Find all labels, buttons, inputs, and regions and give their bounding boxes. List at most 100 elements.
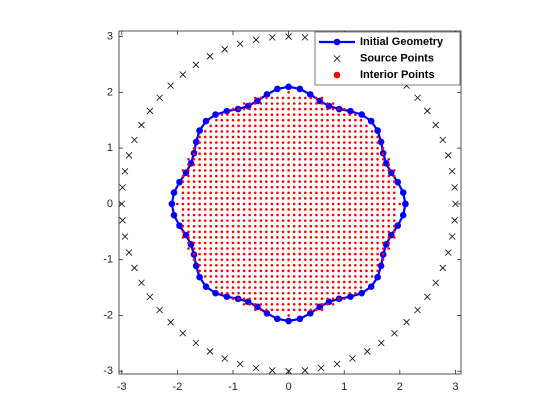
point: [253, 141, 257, 144]
point: [367, 117, 375, 125]
point: [215, 191, 218, 195]
point: [242, 263, 246, 267]
point: [292, 258, 296, 261]
point: [226, 135, 229, 139]
point: [276, 96, 279, 100]
point: [253, 213, 257, 217]
point: [276, 191, 279, 195]
point: [399, 211, 407, 219]
point: [315, 241, 318, 245]
point: [259, 302, 263, 306]
point: [337, 135, 340, 139]
point: [359, 286, 363, 289]
point: [259, 241, 263, 245]
point: [203, 185, 207, 189]
point: [348, 236, 352, 239]
point: [138, 279, 145, 287]
point: [206, 53, 214, 60]
point: [298, 252, 302, 256]
point: [292, 174, 296, 178]
point: [326, 280, 329, 284]
point: [292, 286, 296, 289]
point: [354, 230, 357, 234]
point: [231, 124, 235, 128]
point: [281, 107, 285, 111]
point: [370, 247, 374, 250]
point: [242, 185, 246, 189]
point: [192, 213, 196, 217]
point: [348, 241, 352, 245]
point: [337, 258, 340, 261]
point: [215, 241, 218, 245]
point: [202, 117, 210, 125]
point: [365, 197, 368, 200]
point: [138, 121, 145, 129]
point: [242, 297, 246, 301]
point: [326, 135, 329, 139]
point: [203, 241, 207, 245]
point: [292, 297, 296, 301]
point: [326, 124, 329, 128]
point: [303, 241, 307, 245]
point: [337, 107, 340, 111]
point: [348, 275, 352, 278]
point: [315, 191, 318, 195]
point: [354, 152, 357, 155]
point: [198, 213, 201, 217]
point: [348, 113, 352, 116]
point: [248, 202, 251, 206]
point: [348, 252, 352, 256]
point: [220, 163, 224, 167]
point: [301, 34, 309, 41]
point: [292, 191, 296, 195]
point: [381, 174, 385, 178]
point: [331, 286, 335, 289]
point: [292, 302, 296, 306]
point: [298, 113, 302, 116]
point: [203, 135, 207, 139]
point: [220, 236, 224, 239]
point: [444, 249, 452, 256]
point: [402, 200, 409, 208]
point: [292, 169, 296, 172]
point: [187, 208, 190, 211]
point: [337, 163, 340, 167]
point: [281, 124, 285, 128]
point: [370, 252, 374, 256]
point: [285, 83, 292, 91]
point: [298, 280, 302, 284]
point: [331, 124, 335, 128]
point: [198, 152, 201, 155]
point: [326, 275, 329, 278]
point: [198, 258, 201, 261]
point: [287, 191, 290, 195]
point: [281, 230, 285, 234]
point: [315, 247, 318, 250]
point: [242, 130, 246, 133]
point: [309, 275, 313, 278]
point: [281, 286, 285, 289]
point: [309, 185, 313, 189]
point: [309, 180, 313, 183]
point: [309, 152, 313, 155]
point: [209, 230, 213, 234]
point: [298, 202, 302, 206]
point: [354, 280, 357, 284]
point: [354, 124, 357, 128]
point: [265, 236, 268, 239]
point: [326, 174, 329, 178]
point: [192, 247, 196, 250]
point: [198, 180, 201, 183]
point: [287, 102, 290, 105]
point: [309, 224, 313, 228]
legend: Initial Geometry Source Points Interior Po…: [314, 31, 461, 86]
point: [248, 213, 251, 217]
point: [326, 157, 329, 161]
point: [220, 152, 224, 155]
point: [365, 180, 368, 183]
point: [359, 202, 363, 206]
point: [231, 269, 235, 273]
point: [281, 258, 285, 261]
point: [370, 208, 374, 211]
